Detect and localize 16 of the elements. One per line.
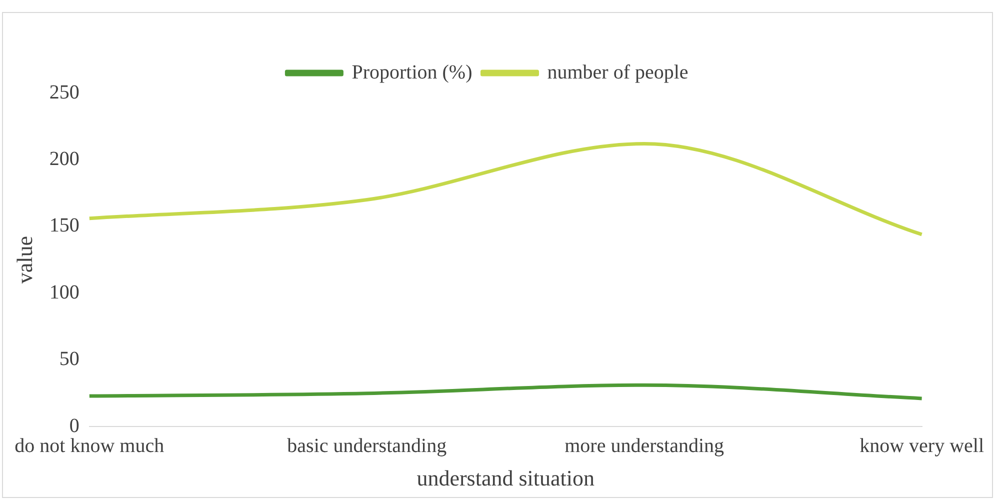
y-tick-label: 0 bbox=[69, 414, 80, 437]
line-series bbox=[88, 383, 924, 400]
x-axis-title: understand situation bbox=[416, 466, 595, 491]
legend-label: Proportion (%) bbox=[352, 61, 472, 84]
x-tick-label: do not know much bbox=[14, 434, 164, 457]
line-series bbox=[88, 142, 924, 236]
y-tick-label: 150 bbox=[49, 214, 80, 237]
y-tick-label: 100 bbox=[49, 281, 80, 304]
x-tick-label: know very well bbox=[860, 434, 984, 457]
y-tick-label: 200 bbox=[49, 148, 80, 170]
legend-label: number of people bbox=[547, 61, 688, 84]
x-tick-label: basic understanding bbox=[287, 434, 447, 457]
x-tick-label: more understanding bbox=[564, 434, 724, 457]
y-tick-label: 50 bbox=[59, 348, 80, 370]
y-tick-label: 250 bbox=[49, 81, 80, 104]
y-axis-title: value bbox=[12, 236, 37, 284]
